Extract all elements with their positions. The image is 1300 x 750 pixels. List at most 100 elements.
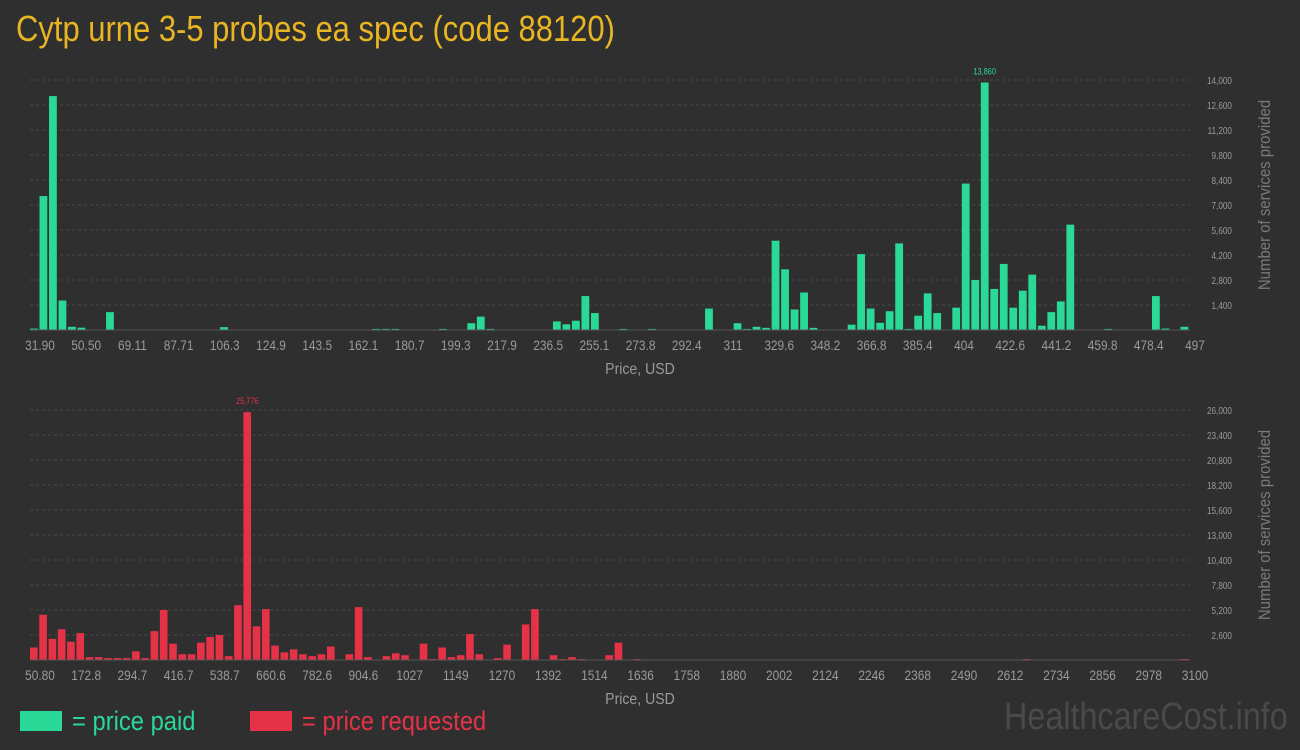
paid-bar — [381, 328, 390, 330]
paid-x-tick-label: 366.8 — [857, 337, 887, 353]
paid-bar — [895, 243, 904, 330]
requested-bar — [475, 654, 484, 660]
paid-x-tick-label: 292.4 — [672, 337, 702, 353]
requested-bar — [48, 638, 57, 660]
paid-bar — [648, 328, 656, 330]
paid-bar — [467, 323, 476, 330]
requested-bar — [364, 657, 372, 660]
requested-y-tick-label: 5,200 — [1212, 605, 1232, 616]
requested-x-tick-label: 2856 — [1089, 667, 1115, 683]
paid-bar — [438, 328, 447, 330]
requested-x-tick-label: 2490 — [951, 667, 977, 683]
requested-x-tick-label: 172.8 — [71, 667, 101, 683]
requested-x-axis-title: Price, USD — [605, 690, 675, 708]
paid-bar — [705, 308, 713, 330]
requested-bar — [243, 412, 252, 660]
requested-bar — [30, 647, 38, 660]
paid-bar — [1009, 307, 1018, 330]
requested-bar — [466, 634, 474, 660]
paid-x-tick-label: 311 — [724, 337, 743, 353]
paid-bar — [1047, 312, 1056, 330]
chart-title: Cytp urne 3-5 probes ea spec (code 88120… — [16, 8, 615, 49]
paid-bar — [552, 321, 561, 330]
requested-bar — [178, 654, 187, 660]
requested-x-tick-label: 416.7 — [164, 667, 194, 683]
paid-bar — [961, 183, 970, 330]
requested-x-tick-label: 1880 — [720, 667, 746, 683]
requested-bar — [317, 654, 326, 660]
requested-y-tick-label: 7,800 — [1212, 580, 1232, 591]
requested-x-tick-label: 2734 — [1043, 667, 1069, 683]
paid-x-tick-label: 441.2 — [1042, 337, 1072, 353]
requested-x-tick-label: 294.7 — [118, 667, 148, 683]
paid-x-tick-label: 404 — [954, 337, 974, 353]
requested-x-tick-label: 1758 — [674, 667, 700, 683]
paid-x-tick-label: 199.3 — [441, 337, 471, 353]
requested-bar — [549, 655, 558, 660]
paid-x-tick-label: 236.5 — [533, 337, 563, 353]
paid-x-axis-title: Price, USD — [605, 360, 675, 378]
paid-bar — [58, 300, 67, 330]
paid-bar — [1161, 328, 1170, 330]
paid-bar — [1018, 290, 1027, 330]
paid-bar — [743, 328, 751, 330]
paid-bar — [476, 316, 485, 330]
paid-x-tick-label: 162.1 — [349, 337, 379, 353]
paid-bar — [952, 307, 961, 330]
paid-bar — [1104, 328, 1113, 330]
paid-bar — [866, 308, 875, 330]
requested-bar — [187, 654, 196, 660]
paid-bar — [809, 327, 818, 330]
paid-bar — [857, 254, 866, 330]
requested-y-tick-label: 20,800 — [1207, 455, 1232, 466]
paid-bar — [486, 328, 495, 330]
legend-requested: = price requested — [250, 704, 511, 738]
paid-bar — [1151, 296, 1160, 330]
requested-x-tick-label: 50.80 — [25, 667, 55, 683]
paid-x-tick-label: 180.7 — [395, 337, 425, 353]
requested-bar — [262, 609, 270, 660]
requested-x-tick-label: 3100 — [1182, 667, 1208, 683]
paid-bar — [581, 296, 590, 330]
paid-y-axis-title: Number of services provided — [1256, 100, 1274, 290]
requested-bar — [521, 624, 530, 660]
requested-y-axis-title: Number of services provided — [1256, 430, 1274, 620]
requested-bar — [438, 647, 446, 660]
requested-bar — [104, 658, 112, 660]
requested-bar — [494, 658, 502, 660]
requested-x-tick-label: 2368 — [905, 667, 931, 683]
requested-bar — [308, 656, 317, 660]
requested-bar — [345, 654, 354, 660]
requested-peak-label: 25,776 — [236, 396, 259, 406]
requested-bar — [354, 607, 363, 660]
paid-bar — [999, 263, 1008, 330]
requested-bar — [159, 610, 168, 660]
requested-bar — [39, 614, 47, 660]
paid-x-tick-label: 217.9 — [487, 337, 517, 353]
paid-bar — [762, 327, 770, 330]
paid-y-tick-label: 5,600 — [1212, 225, 1232, 236]
paid-y-tick-label: 11,200 — [1208, 125, 1232, 136]
paid-bar — [562, 324, 571, 330]
legend-requested-label: = price requested — [302, 705, 487, 736]
paid-x-tick-label: 143.5 — [302, 337, 332, 353]
paid-y-tick-label: 9,800 — [1212, 150, 1232, 161]
requested-bar — [224, 656, 233, 660]
requested-bar — [299, 654, 307, 660]
paid-x-tick-label: 422.6 — [995, 337, 1025, 353]
requested-x-tick-label: 1027 — [396, 667, 422, 683]
requested-bar — [85, 657, 94, 660]
requested-x-tick-label: 538.7 — [210, 667, 240, 683]
requested-x-tick-label: 2246 — [858, 667, 884, 683]
paid-bar — [619, 328, 628, 330]
paid-bar — [1037, 325, 1046, 330]
requested-bar — [531, 609, 539, 660]
paid-bar — [1066, 224, 1075, 330]
requested-x-tick-label: 1636 — [627, 667, 653, 683]
requested-x-tick-label: 1149 — [443, 667, 469, 683]
paid-bar — [1180, 326, 1189, 330]
requested-bar — [122, 658, 131, 660]
paid-x-tick-label: 459.8 — [1088, 337, 1118, 353]
requested-bar — [456, 655, 465, 660]
paid-bar — [590, 313, 599, 330]
